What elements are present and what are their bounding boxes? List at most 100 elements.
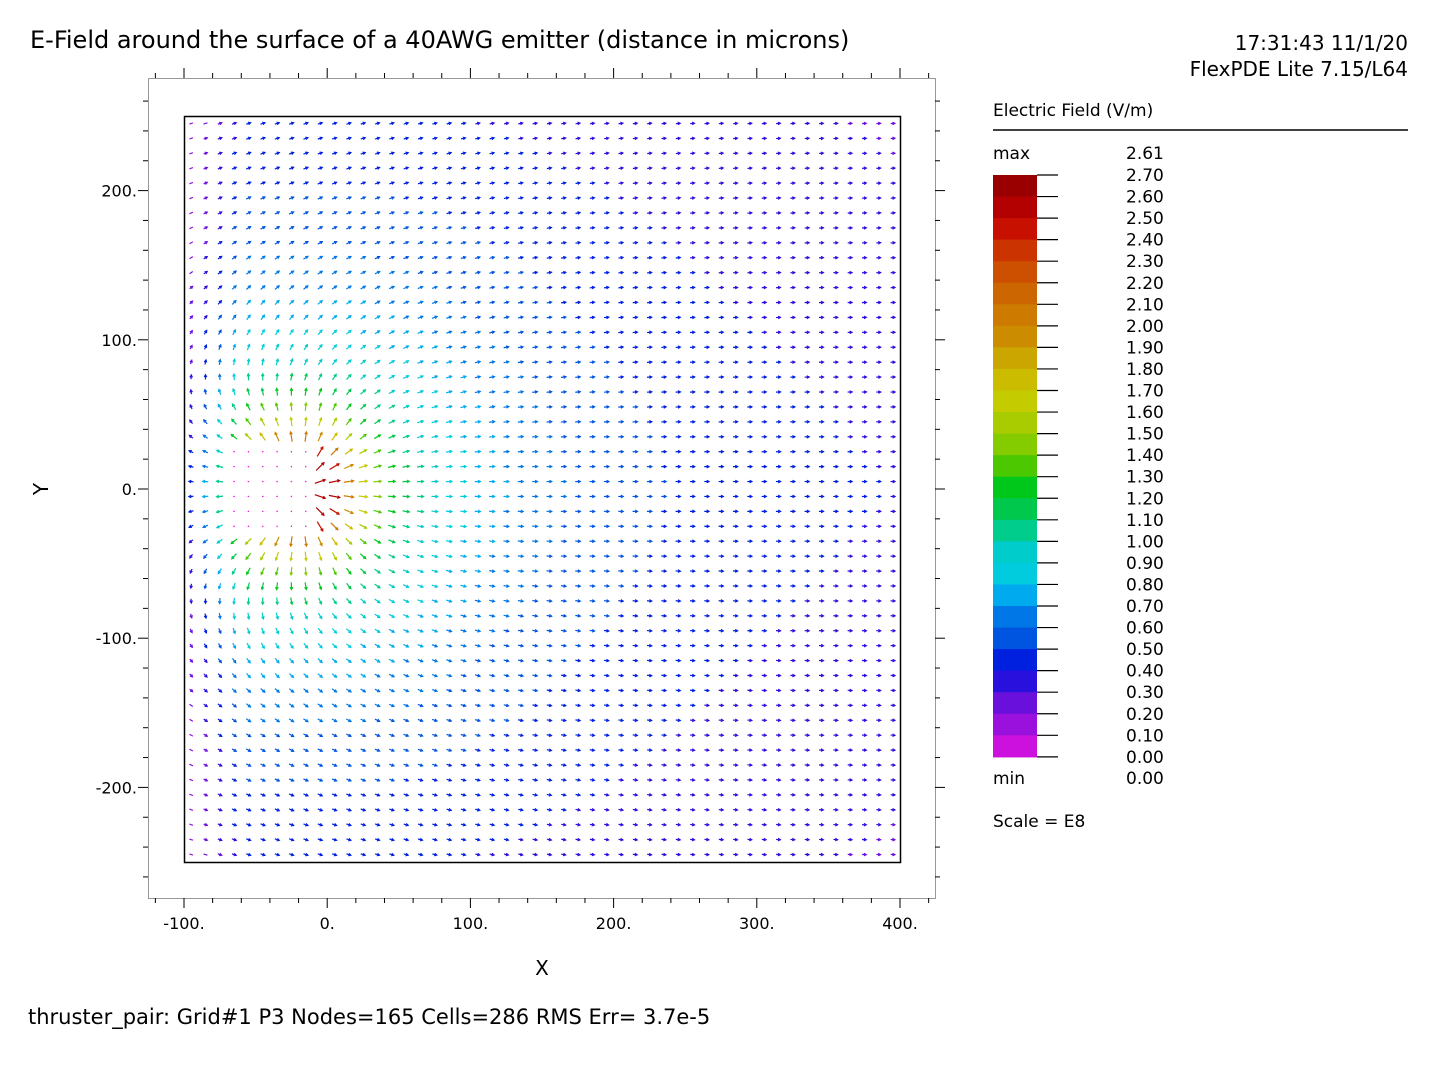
field-vector [876,390,882,394]
field-vector [890,375,897,379]
field-vector [215,479,224,484]
field-vector [475,181,481,185]
field-vector [446,360,453,364]
field-vector [331,344,338,350]
field-vector [876,121,882,126]
field-vector [833,688,839,693]
field-vector [603,688,610,693]
field-vector [733,136,739,141]
field-vector [261,525,264,528]
field-vector [203,151,209,156]
field-vector [603,330,611,335]
field-vector [575,255,582,260]
field-vector [503,166,510,170]
field-vector [675,688,682,693]
field-vector [632,405,639,409]
field-vector [661,375,668,379]
legend-level-label: 0.70 [1126,597,1164,617]
field-vector [230,553,237,560]
field-vector [231,673,237,679]
field-vector [432,211,439,215]
field-vector [718,763,725,767]
field-vector [603,494,611,499]
field-vector [274,536,280,547]
field-vector [689,315,696,320]
field-vector [804,554,811,558]
field-vector [274,240,281,245]
field-vector [661,211,668,215]
field-vector [690,270,696,275]
field-vector [445,464,454,469]
field-vector [689,524,696,529]
field-vector [775,673,782,678]
field-vector [861,584,868,588]
field-vector [804,658,811,663]
field-vector [890,688,897,693]
field-vector [589,837,596,842]
field-vector [474,494,482,499]
field-vector [416,479,425,484]
field-vector [661,345,668,350]
field-vector [460,464,468,469]
field-vector [747,658,754,663]
field-vector [718,554,725,558]
field-vector [546,285,553,290]
field-vector [518,763,524,767]
field-vector [804,718,811,723]
field-vector [288,673,295,679]
field-vector [704,688,711,693]
field-vector [647,733,653,738]
field-vector [260,314,266,321]
field-vector [575,584,582,588]
legend-swatch [993,562,1037,586]
field-vector [646,375,653,379]
field-vector [833,733,839,738]
field-vector [675,270,682,275]
field-vector [389,255,396,260]
field-vector [804,121,811,126]
field-vector [546,539,553,544]
field-vector [818,270,825,275]
field-vector [417,345,424,349]
field-vector [218,358,222,365]
legend-level-label: 2.30 [1126,252,1164,272]
field-vector [890,733,897,738]
field-vector [374,181,381,185]
field-vector [618,822,625,827]
field-vector [733,166,739,171]
field-vector [261,450,264,453]
field-vector [474,360,482,364]
field-vector [187,494,194,499]
field-vector [589,778,596,782]
field-vector [203,403,208,410]
field-vector [374,196,381,200]
field-vector [303,823,310,827]
field-vector [246,567,251,576]
y-tick-label: -100. [96,629,137,648]
field-vector [603,449,611,454]
field-vector [761,778,768,782]
field-vector [446,703,453,708]
field-vector [618,643,625,648]
legend-level-label: 1.10 [1126,511,1164,531]
field-vector [189,181,194,185]
field-vector [346,121,353,126]
field-vector [704,793,711,797]
field-vector [374,583,381,589]
field-vector [532,599,539,603]
field-vector [231,403,237,411]
field-vector [517,390,525,394]
field-vector [876,136,882,141]
field-vector [360,226,367,230]
field-vector [661,793,668,797]
field-vector [847,211,854,215]
field-vector [861,673,868,678]
field-vector [733,211,739,215]
field-vector [818,390,825,394]
field-vector [618,569,625,573]
legend-swatch [993,218,1037,241]
field-vector [431,419,439,424]
field-vector [331,241,338,245]
field-vector [446,345,453,349]
field-vector [603,509,611,514]
